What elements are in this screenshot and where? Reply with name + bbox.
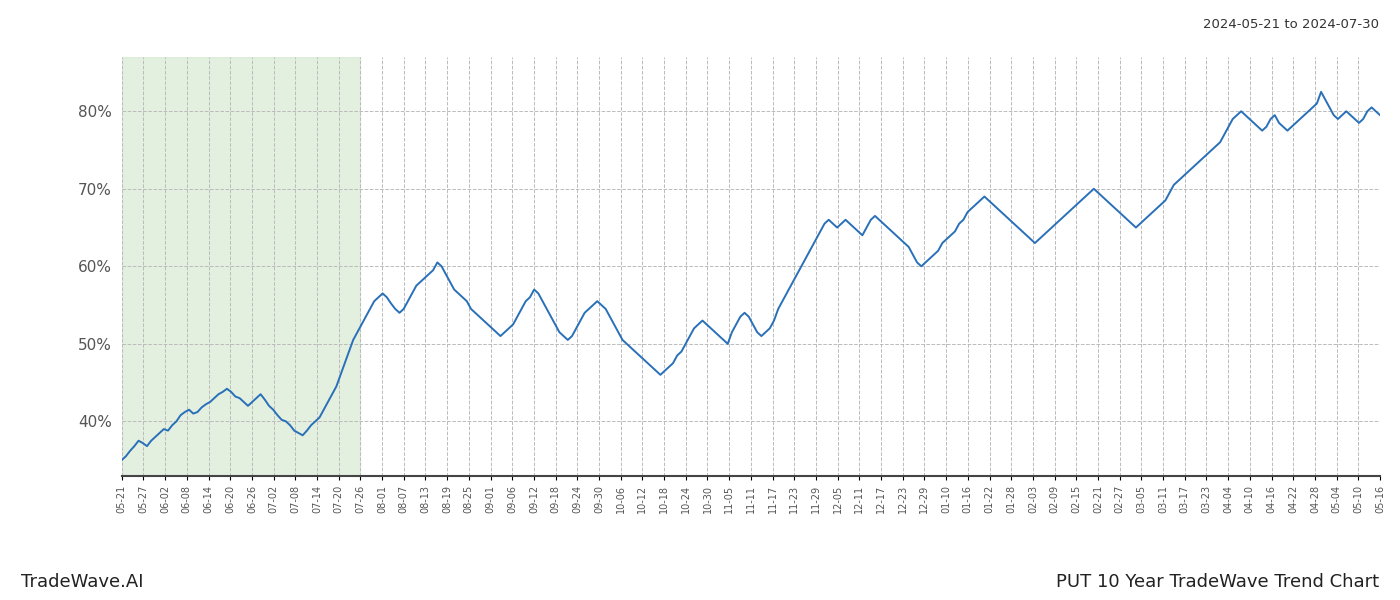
Text: 2024-05-21 to 2024-07-30: 2024-05-21 to 2024-07-30: [1203, 18, 1379, 31]
Bar: [122, 57, 360, 476]
Text: PUT 10 Year TradeWave Trend Chart: PUT 10 Year TradeWave Trend Chart: [1056, 573, 1379, 591]
Text: TradeWave.AI: TradeWave.AI: [21, 573, 143, 591]
